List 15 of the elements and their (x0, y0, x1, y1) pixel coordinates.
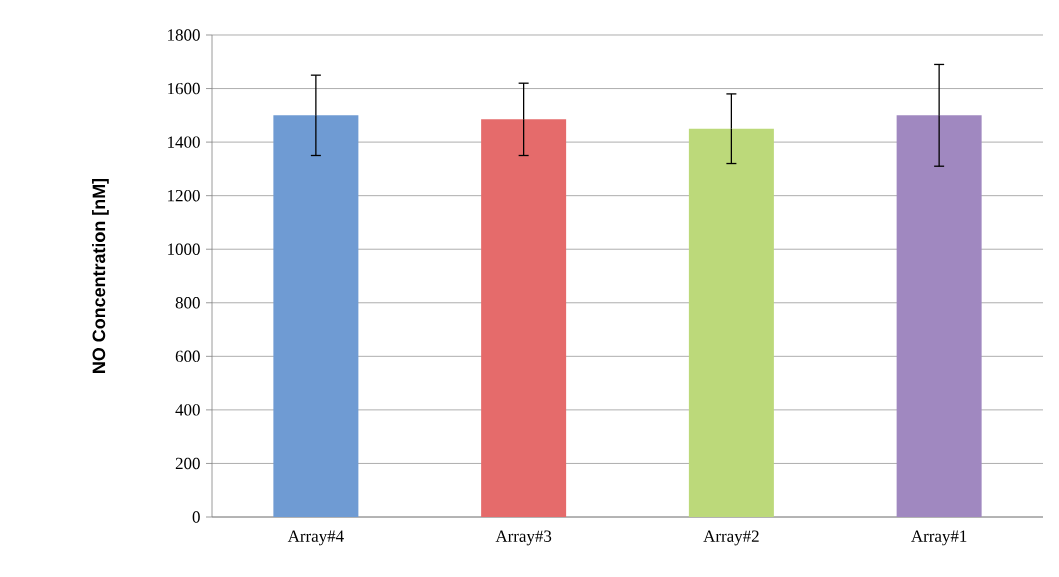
y-tick-label: 1800 (168, 29, 200, 41)
y-tick-label: 1000 (168, 243, 200, 255)
x-tick-label: Array#4 (287, 530, 344, 546)
y-tick-label: 600 (175, 350, 200, 363)
y-tick-label: 1400 (168, 136, 200, 148)
y-axis-title: NO Concentration [nM] (92, 178, 109, 373)
x-tick-label: Array#1 (911, 530, 967, 546)
y-tick-label: 1200 (168, 189, 200, 202)
x-tick-label: Array#3 (495, 530, 552, 546)
x-tick-label: Array#2 (703, 530, 759, 546)
y-tick-label: 400 (175, 404, 200, 416)
y-tick-label: 1600 (168, 82, 200, 95)
y-tick-label: 800 (175, 297, 200, 309)
y-tick-label: 0 (192, 511, 200, 523)
y-tick-label: 200 (175, 457, 200, 470)
